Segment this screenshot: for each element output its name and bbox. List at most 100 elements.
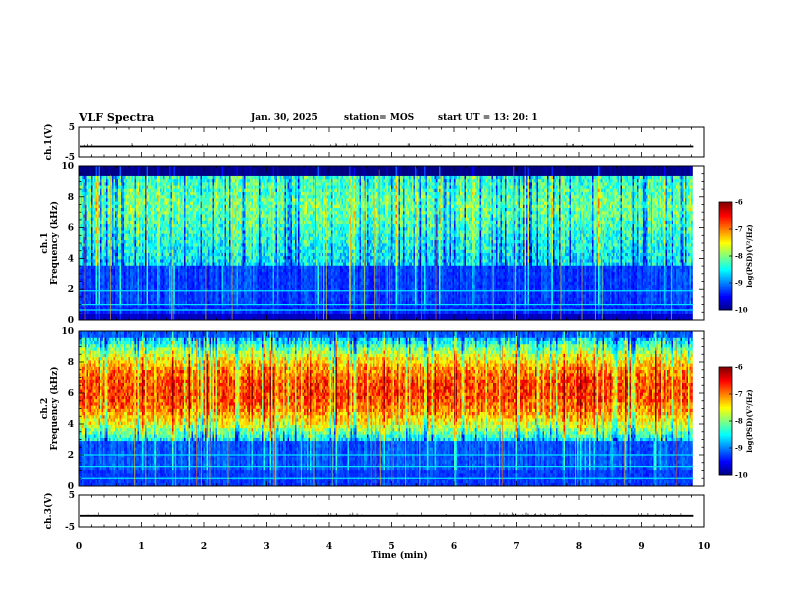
spectrogram-cell <box>106 175 108 180</box>
spectrogram-cell <box>112 278 114 282</box>
spectrogram-cell <box>124 300 126 305</box>
spectrogram-cell <box>82 230 84 234</box>
spectrogram-cell <box>130 236 132 241</box>
spectrogram-cell <box>94 259 96 263</box>
spectrogram-cell <box>103 182 105 186</box>
spectrogram-cell <box>125 166 128 170</box>
spectrogram-cell <box>137 214 140 218</box>
spectrogram-cell <box>104 214 107 218</box>
spectrogram-cell <box>88 191 90 196</box>
spectrogram-cell <box>131 201 134 205</box>
spectrogram-cell <box>91 207 93 212</box>
spectrogram-cell <box>113 313 116 318</box>
spectrogram-cell <box>97 198 99 202</box>
spectrogram-cell <box>100 278 102 282</box>
spectrogram-cell <box>131 226 134 231</box>
spectrogram-cell <box>145 226 147 231</box>
spectrogram-cell <box>86 246 89 250</box>
spectrogram-cell <box>101 255 104 260</box>
spectrogram-cell <box>80 259 83 263</box>
spectrogram-cell <box>148 307 150 311</box>
spectrogram-cell <box>91 262 93 266</box>
spectrogram-cell <box>103 175 105 180</box>
spectrogram-cell <box>104 178 107 183</box>
spectrogram-cell <box>119 191 122 196</box>
spectrogram-cell <box>85 166 87 170</box>
spectrogram-cell <box>131 185 134 189</box>
spectrogram-cell <box>79 169 81 173</box>
spectrogram-cell <box>97 230 99 234</box>
spectrogram-cell <box>79 201 81 205</box>
spectrogram-cell <box>103 194 105 199</box>
spectrogram-cell <box>104 230 107 234</box>
spectrogram-cell <box>101 294 104 298</box>
spectrogram-cell <box>124 204 126 209</box>
spectrogram-cell <box>136 281 138 286</box>
spectrogram-cell <box>113 278 116 282</box>
spectrogram-cell <box>113 259 116 263</box>
spectrogram-cell <box>143 182 146 186</box>
spectrogram-cell <box>82 255 84 260</box>
spectrogram-cell <box>119 307 122 311</box>
spectrogram-cell <box>122 230 125 234</box>
spectrogram-cell <box>79 252 81 257</box>
spectrogram-cell <box>118 214 120 218</box>
spectrogram-cell <box>139 243 141 247</box>
spectrogram-cell <box>121 243 123 247</box>
spectrogram-cell <box>124 262 126 266</box>
spectrogram-cell <box>146 226 149 231</box>
spectrogram-cell <box>88 214 90 218</box>
spectrogram-cell <box>146 191 149 196</box>
spectrogram-cell <box>124 265 126 269</box>
spectrogram-cell <box>149 172 152 176</box>
spectrogram-cell <box>131 204 134 209</box>
spectrogram-cell <box>95 297 98 302</box>
spectrogram-cell <box>83 233 86 237</box>
spectrogram-cell <box>139 246 141 250</box>
spectrogram-cell <box>149 249 152 253</box>
spectrogram-cell <box>115 166 117 170</box>
spectrogram-cell <box>113 169 116 173</box>
spectrogram-cell <box>119 201 122 205</box>
spectrogram-cell <box>92 185 95 189</box>
spectrogram-cell <box>139 262 141 266</box>
spectrogram-cell <box>103 300 105 305</box>
spectrogram-cell <box>98 278 101 282</box>
spectrogram-cell <box>98 207 101 212</box>
spectrogram-cell <box>91 281 93 286</box>
spectrogram-cell <box>103 214 105 218</box>
spectrogram-cell <box>145 271 147 276</box>
y-tick-label: 5 <box>69 123 75 133</box>
spectrogram-cell <box>128 185 131 189</box>
spectrogram-cell <box>85 278 87 282</box>
spectrogram-cell <box>130 210 132 215</box>
spectrogram-cell <box>86 226 89 231</box>
spectrogram-cell <box>106 230 108 234</box>
spectrogram-cell <box>95 281 98 286</box>
spectrogram-cell <box>100 169 102 173</box>
spectrogram-cell <box>133 271 135 276</box>
spectrogram-cell <box>127 268 129 273</box>
spectrogram-cell <box>116 259 119 263</box>
spectrogram-cell <box>119 172 122 176</box>
spectrogram-cell <box>115 230 117 234</box>
spectrogram-cell <box>116 239 119 244</box>
spectrogram-cell <box>124 214 126 218</box>
spectrogram-cell <box>137 226 140 231</box>
spectrogram-cell <box>82 201 84 205</box>
spectrogram-cell <box>92 182 95 186</box>
spectrogram-cell <box>89 210 92 215</box>
spectrogram-cell <box>107 166 110 170</box>
spectrogram-cell <box>83 246 86 250</box>
spectrogram-cell <box>116 233 119 237</box>
spectrogram-cell <box>140 255 143 260</box>
spectrogram-cell <box>113 255 116 260</box>
spectrogram-cell <box>82 291 84 295</box>
spectrogram-cell <box>119 310 122 314</box>
spectrogram-cell <box>110 207 113 212</box>
spectrogram-cell <box>106 275 108 279</box>
spectrogram-cell <box>106 291 108 295</box>
spectrogram-cell <box>143 265 146 269</box>
spectrogram-cell <box>85 259 87 263</box>
spectrogram-cell <box>118 243 120 247</box>
